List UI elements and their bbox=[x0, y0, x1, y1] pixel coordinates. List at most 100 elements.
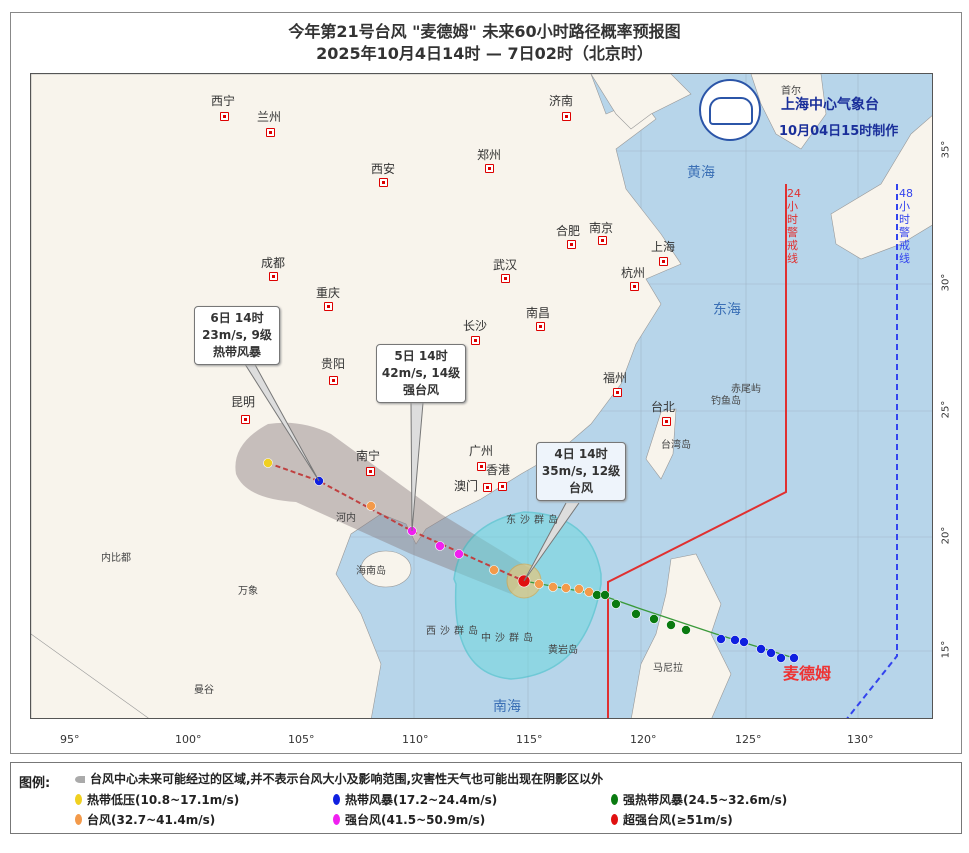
callout-pointer-6d bbox=[242, 360, 320, 482]
city-marker bbox=[477, 462, 486, 471]
callout-category: 台风 bbox=[568, 481, 593, 495]
legend-item: 强台风(41.5~50.9m/s) bbox=[333, 811, 485, 828]
map-graphics bbox=[31, 74, 932, 718]
typhoon-position-marker bbox=[454, 549, 464, 559]
chart-frame bbox=[10, 12, 962, 754]
city-label: 成都 bbox=[261, 256, 286, 270]
typhoon-position-marker bbox=[561, 583, 571, 593]
city-marker bbox=[613, 388, 622, 397]
typhoon-position-marker bbox=[592, 590, 602, 600]
legend-item-label: 强台风(41.5~50.9m/s) bbox=[345, 813, 486, 827]
island-label: 海南岛 bbox=[356, 566, 386, 577]
forecast-callout-4d[interactable]: 4日 14时 35m/s, 12级 台风 bbox=[536, 442, 626, 501]
city-marker bbox=[501, 274, 510, 283]
city-label: 西安 bbox=[371, 162, 396, 176]
callout-category: 热带风暴 bbox=[212, 345, 261, 359]
typhoon-position-marker bbox=[263, 458, 273, 468]
city-label: 上海 bbox=[651, 240, 676, 254]
agency-logo bbox=[699, 79, 761, 141]
city-label: 南京 bbox=[589, 221, 614, 235]
typhoon-position-marker bbox=[681, 625, 691, 635]
typhoon-position-marker bbox=[600, 590, 610, 600]
legend: 图例: 台风中心未来可能经过的区域,并不表示台风大小及影响范围,灾害性天气也可能… bbox=[10, 762, 962, 834]
lon-tick: 120° bbox=[630, 733, 657, 746]
forecast-callout-5d[interactable]: 5日 14时 42m/s, 14级 强台风 bbox=[376, 344, 466, 403]
chart-subtitle: 2025年10月4日14时 — 7日02时（北京时） bbox=[316, 44, 653, 63]
typhoon-symbol-icon bbox=[333, 814, 340, 825]
legend-item: 台风(32.7~41.4m/s) bbox=[75, 811, 215, 828]
land-taiwan bbox=[645, 408, 677, 480]
callout-category: 强台风 bbox=[402, 383, 439, 397]
city-label: 兰州 bbox=[257, 110, 282, 124]
city-label: 郑州 bbox=[477, 148, 502, 162]
city-marker bbox=[379, 178, 388, 187]
city-label-foreign: 河内 bbox=[336, 513, 356, 524]
lon-tick: 100° bbox=[175, 733, 202, 746]
legend-item: 超强台风(≥51m/s) bbox=[611, 811, 733, 828]
lon-tick: 95° bbox=[60, 733, 80, 746]
typhoon-position-marker bbox=[789, 653, 799, 663]
callout-time: 5日 14时 bbox=[394, 349, 448, 363]
city-marker bbox=[269, 272, 278, 281]
city-label: 贵阳 bbox=[321, 357, 346, 371]
city-label: 济南 bbox=[549, 94, 574, 108]
typhoon-position-marker bbox=[766, 648, 776, 658]
city-marker bbox=[324, 302, 333, 311]
island-label: 东沙群岛 bbox=[506, 515, 562, 526]
city-label: 澳门 bbox=[454, 479, 479, 493]
typhoon-position-marker bbox=[584, 587, 594, 597]
city-marker bbox=[471, 336, 480, 345]
city-marker bbox=[659, 257, 668, 266]
typhoon-position-marker bbox=[548, 582, 558, 592]
city-label: 南昌 bbox=[526, 306, 551, 320]
city-label: 广州 bbox=[469, 444, 494, 458]
legend-cone: 台风中心未来可能经过的区域,并不表示台风大小及影响范围,灾害性天气也可能出现在阴… bbox=[75, 770, 603, 787]
legend-item: 热带低压(10.8~17.1m/s) bbox=[75, 791, 239, 808]
city-label-foreign: 曼谷 bbox=[194, 685, 214, 696]
city-marker bbox=[485, 164, 494, 173]
island-label: 黄岩岛 bbox=[548, 645, 578, 656]
forecast-callout-6d[interactable]: 6日 14时 23m/s, 9级 热带风暴 bbox=[194, 306, 280, 365]
map[interactable]: 西宁 兰州 济南 郑州 西安 合肥 南京 上海 杭州 成都 重庆 武汉 长沙 南… bbox=[30, 73, 933, 719]
city-marker bbox=[241, 415, 250, 424]
city-marker bbox=[498, 482, 507, 491]
city-marker bbox=[266, 128, 275, 137]
lat-tick: 15° bbox=[940, 640, 952, 659]
typhoon-symbol-icon bbox=[333, 794, 340, 805]
legend-item-label: 强热带风暴(24.5~32.6m/s) bbox=[623, 793, 788, 807]
legend-item: 强热带风暴(24.5~32.6m/s) bbox=[611, 791, 787, 808]
city-label: 合肥 bbox=[556, 224, 581, 238]
island-label: 赤尾屿 bbox=[731, 384, 761, 395]
chart-title: 今年第21号台风 "麦德姆" 未来60小时路径概率预报图 bbox=[288, 22, 681, 41]
city-marker bbox=[630, 282, 639, 291]
city-marker bbox=[329, 376, 338, 385]
typhoon-symbol-icon bbox=[611, 794, 618, 805]
callout-wind: 35m/s, 12级 bbox=[541, 464, 621, 478]
callout-pointer-5d bbox=[410, 402, 424, 532]
city-label-foreign: 马尼拉 bbox=[653, 663, 683, 674]
land-japan bbox=[830, 115, 932, 260]
island-label: 钓鱼岛 bbox=[711, 396, 741, 407]
warning-line-24h-label: 24小时警戒线 bbox=[787, 187, 801, 265]
cone-icon bbox=[75, 776, 85, 783]
city-label-foreign: 内比都 bbox=[101, 553, 131, 564]
legend-item: 热带风暴(17.2~24.4m/s) bbox=[333, 791, 497, 808]
typhoon-position-marker bbox=[435, 541, 445, 551]
typhoon-position-marker bbox=[574, 584, 584, 594]
land-hainan bbox=[360, 550, 412, 588]
typhoon-position-marker bbox=[776, 653, 786, 663]
typhoon-symbol-icon bbox=[75, 794, 82, 805]
city-label: 南宁 bbox=[356, 449, 381, 463]
city-label-foreign: 首尔 bbox=[781, 86, 801, 97]
legend-item-label: 台风(32.7~41.4m/s) bbox=[87, 813, 216, 827]
city-label: 西宁 bbox=[211, 94, 236, 108]
warning-line-48h-label: 48小时警戒线 bbox=[899, 187, 913, 265]
typhoon-position-marker bbox=[739, 637, 749, 647]
callout-time: 6日 14时 bbox=[210, 311, 264, 325]
typhoon-symbol-icon bbox=[75, 814, 82, 825]
city-marker bbox=[220, 112, 229, 121]
land-shandong bbox=[590, 74, 692, 130]
callout-time: 4日 14时 bbox=[554, 447, 608, 461]
issue-time: 10月04日15时制作 bbox=[779, 124, 899, 139]
typhoon-position-marker bbox=[611, 599, 621, 609]
